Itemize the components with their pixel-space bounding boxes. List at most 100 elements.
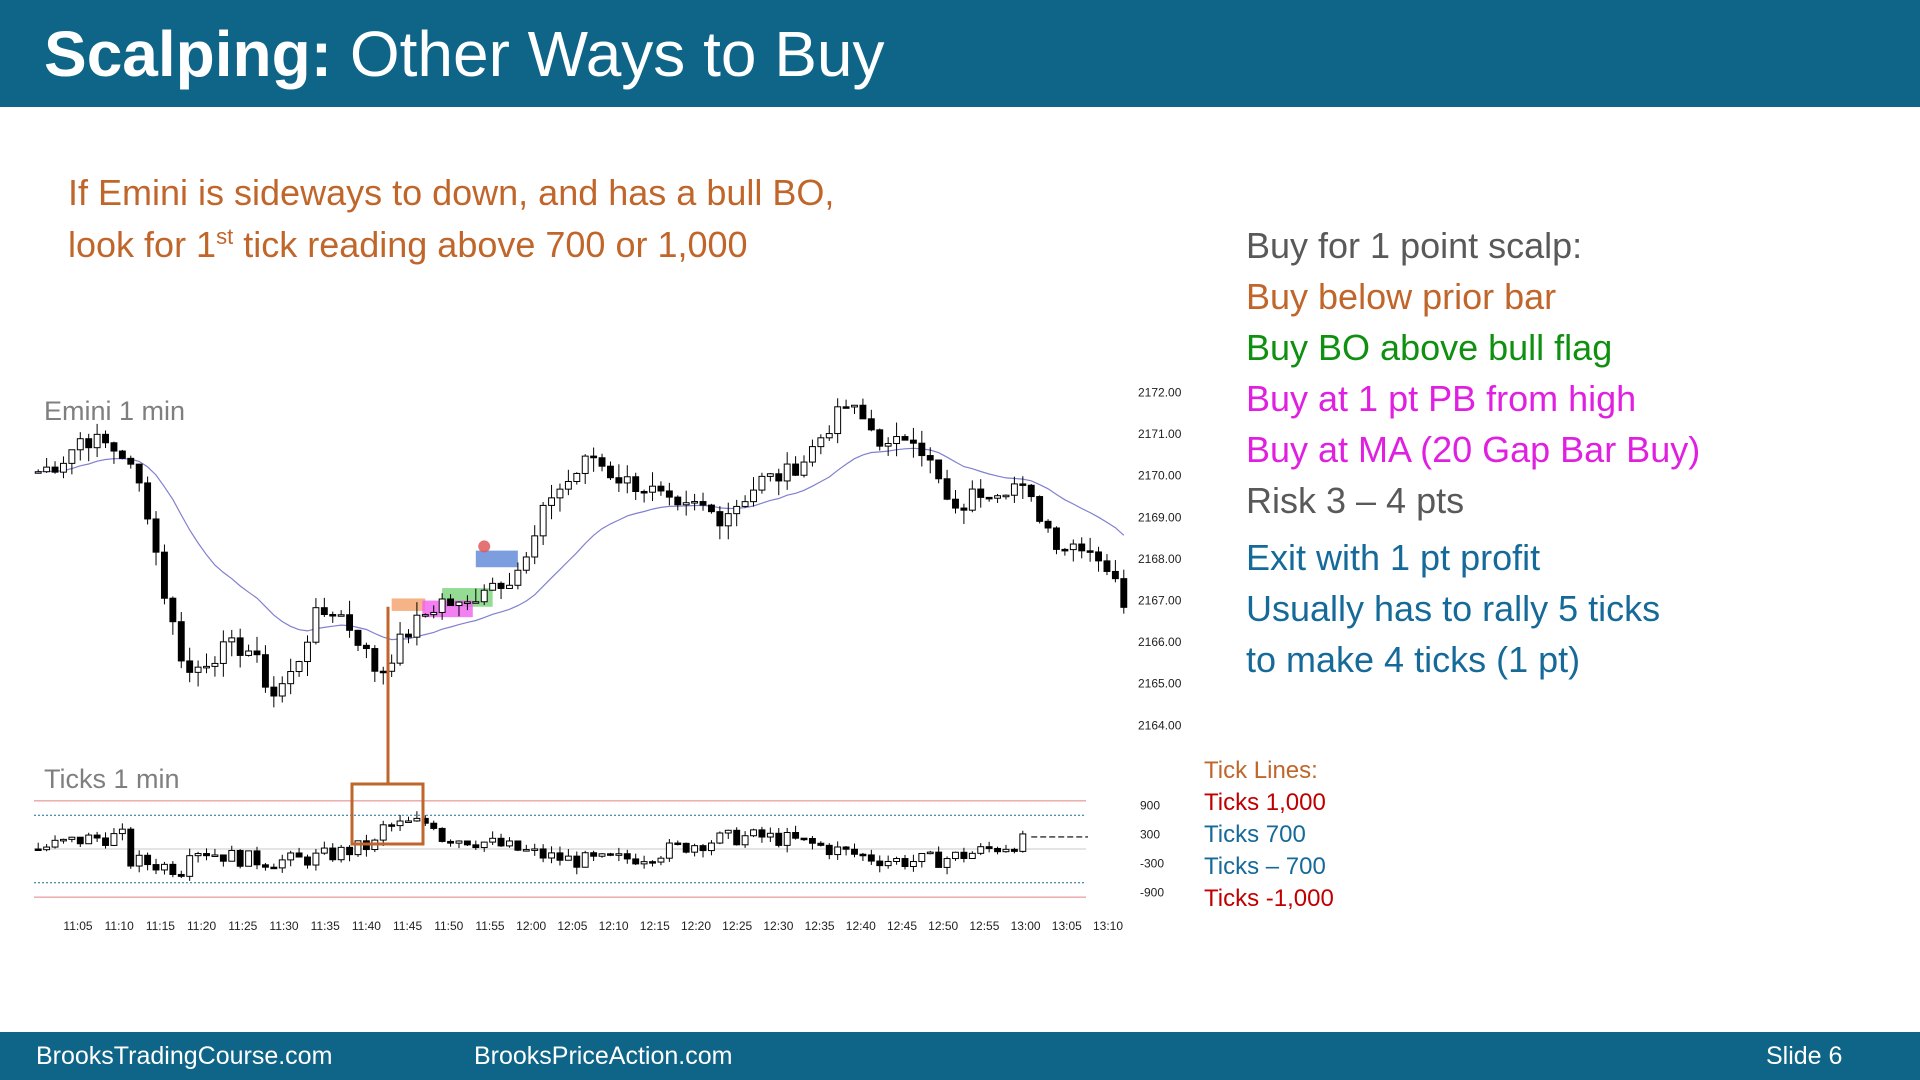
x-time-label-8: 11:45	[393, 919, 422, 933]
emini-candle-0	[34, 471, 42, 474]
emini-candle-84	[741, 501, 749, 507]
ticks-candle-47	[430, 822, 438, 829]
footer-site-2[interactable]: BrooksPriceAction.com	[474, 1042, 733, 1070]
ticks-candle-9	[110, 833, 118, 846]
ticks-candle-6	[85, 834, 93, 845]
emini-candle-33	[312, 607, 320, 643]
ticks-candle-30	[287, 852, 295, 861]
x-time-label-15: 12:20	[681, 919, 711, 933]
ticks-candle-108	[943, 858, 951, 868]
emini-candle-7	[93, 433, 101, 449]
emini-candle-18	[186, 660, 194, 673]
emini-candle-15	[160, 551, 168, 599]
rule-0: Buy for 1 point scalp:	[1246, 225, 1583, 266]
ticks-candle-59	[531, 848, 539, 851]
x-time-label-17: 12:30	[763, 919, 793, 933]
emini-candle-117	[1019, 483, 1027, 486]
emini-candle-115	[1002, 494, 1010, 498]
ticks-candle-53	[480, 841, 488, 849]
ticks-candle-62	[556, 852, 564, 861]
emini-candle-6	[85, 438, 93, 449]
ticks-candle-57	[514, 840, 522, 851]
emini-candle-46	[421, 614, 429, 617]
emini-candle-129	[1120, 578, 1128, 608]
emini-candle-8	[102, 433, 109, 444]
emini-candle-72	[640, 490, 648, 494]
ticks-candle-4	[68, 836, 76, 840]
ticks-candle-94	[825, 844, 833, 856]
emini-candle-121	[1053, 527, 1060, 550]
rule-3: Buy at 1 pt PB from high	[1246, 378, 1637, 419]
ticks-candle-2	[51, 839, 59, 848]
emini-candle-105	[918, 442, 926, 457]
ticks-candle-97	[851, 848, 858, 855]
ticks-candle-99	[867, 854, 875, 862]
emini-candle-71	[632, 476, 640, 492]
ticks-candle-25	[245, 850, 253, 867]
x-time-label-9: 11:50	[434, 919, 463, 933]
ticks-candle-75	[665, 842, 673, 859]
emini-candle-36	[337, 614, 345, 617]
ticks-candle-105	[918, 852, 926, 863]
emini-candle-13	[144, 482, 152, 520]
emini-candle-24	[236, 637, 244, 656]
ticks-candle-3	[60, 838, 67, 842]
emini-chart-title: Emini 1 min	[44, 396, 186, 426]
intro-line-1: If Emini is sideways to down, and has a …	[68, 172, 835, 213]
emini-candle-74	[657, 485, 665, 492]
tick-line-label-3: Ticks -1,000	[1204, 885, 1334, 912]
emini-candle-89	[783, 463, 791, 482]
ticks-candle-23	[228, 849, 236, 862]
footer-site-1[interactable]: BrooksTradingCourse.com	[36, 1042, 333, 1070]
ticks-candle-41	[379, 824, 387, 841]
ticks-ytick-2: -300	[1140, 856, 1164, 870]
emini-candle-50	[455, 601, 463, 606]
rule-1: Buy below prior bar	[1246, 276, 1557, 317]
emini-candle-124	[1078, 543, 1086, 552]
ticks-candle-67	[598, 853, 606, 857]
ticks-candle-66	[590, 852, 598, 857]
emini-candle-10	[118, 450, 126, 459]
ticks-candle-74	[657, 857, 665, 863]
ticks-candle-107	[935, 851, 943, 868]
emini-candle-63	[564, 480, 572, 490]
x-time-label-5: 11:30	[269, 919, 298, 933]
emini-candle-83	[733, 505, 741, 515]
emini-ytick-2: 2170.00	[1138, 469, 1182, 483]
ticks-candle-54	[489, 837, 497, 843]
x-time-label-13: 12:10	[599, 919, 629, 933]
ticks-candle-42	[388, 824, 396, 827]
ticks-candle-56	[506, 840, 513, 847]
ticks-candle-38	[354, 840, 362, 856]
ticks-candle-84	[741, 835, 749, 846]
ticks-candle-33	[312, 852, 320, 866]
emini-candle-119	[1036, 496, 1044, 522]
emini-ytick-5: 2167.00	[1138, 594, 1182, 608]
ticks-candle-68	[607, 853, 614, 856]
footer-bar: BrooksTradingCourse.com BrooksPriceActio…	[0, 1032, 1920, 1080]
emini-candle-103	[901, 436, 909, 441]
ticks-candle-44	[405, 820, 412, 823]
emini-candle-4	[68, 449, 76, 464]
emini-candle-58	[522, 556, 530, 571]
ticks-candle-71	[632, 858, 640, 865]
emini-candle-44	[405, 633, 412, 638]
emini-candle-25	[245, 650, 253, 656]
emini-candle-125	[1086, 550, 1094, 553]
tick-line-label-1: Ticks 700	[1204, 821, 1306, 848]
ticks-candle-83	[733, 829, 741, 846]
emini-candle-76	[674, 496, 682, 506]
emini-candle-114	[994, 495, 1002, 499]
highlight-buy-below-prior-bar	[391, 598, 426, 611]
ticks-candle-10	[118, 828, 126, 835]
highlight-buy-at-ma	[475, 550, 518, 568]
ticks-candle-87	[766, 832, 774, 838]
emini-candle-108	[943, 478, 951, 500]
ticks-candle-64	[573, 855, 581, 868]
ticks-candle-77	[682, 842, 690, 853]
emini-candle-93	[817, 437, 825, 448]
rule-7: Usually has to rally 5 ticks	[1246, 588, 1661, 629]
ticks-candle-78	[691, 845, 699, 853]
rule-2: Buy BO above bull flag	[1246, 327, 1613, 368]
emini-ytick-1: 2171.00	[1138, 427, 1182, 441]
